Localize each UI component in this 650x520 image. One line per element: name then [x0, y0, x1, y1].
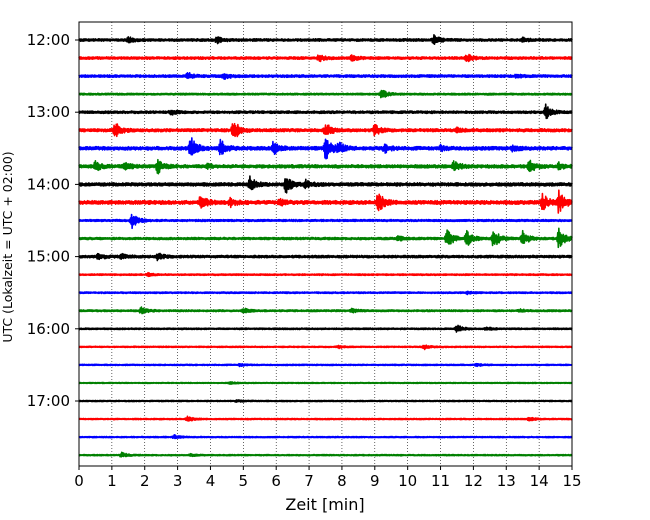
- x-tick-label: 12: [464, 472, 483, 490]
- trace-1730: [78, 433, 573, 440]
- x-tick-label: 4: [206, 472, 216, 490]
- trace-1500: [78, 252, 573, 262]
- y-tick-label: 13:00: [27, 103, 70, 121]
- trace-1415: [78, 189, 573, 214]
- x-tick-label: 0: [74, 472, 84, 490]
- x-axis-ticks: 0 1 2 3 4 5 6 7 8 9 10 11 12 13 14 15: [74, 466, 582, 490]
- x-tick-label: 2: [140, 472, 150, 490]
- plot-frame: [78, 21, 573, 467]
- trace-1615: [78, 344, 573, 351]
- y-tick-label: 12:00: [27, 31, 70, 49]
- x-tick-label: 11: [431, 472, 450, 490]
- x-tick-label: 1: [107, 472, 117, 490]
- trace-1200: [78, 34, 573, 46]
- y-tick-label: 15:00: [27, 248, 70, 266]
- x-tick-label: 15: [562, 472, 581, 490]
- trace-1245: [78, 89, 573, 99]
- trace-1645: [78, 381, 573, 385]
- y-axis-label: UTC (Lokalzeit = UTC + 02:00): [0, 151, 15, 342]
- y-axis-ticks: 12:00 13:00 14:00 15:00 16:00 17:00: [27, 31, 79, 410]
- trace-1530: [78, 290, 573, 296]
- trace-1230: [78, 71, 573, 80]
- x-tick-label: 8: [337, 472, 347, 490]
- trace-1430: [78, 213, 573, 230]
- x-tick-label: 6: [271, 472, 281, 490]
- trace-1545: [78, 306, 573, 315]
- trace-1300: [78, 103, 573, 120]
- y-tick-label: 14:00: [27, 175, 70, 193]
- y-tick-label: 16:00: [27, 320, 70, 338]
- x-tick-label: 7: [304, 472, 314, 490]
- trace-1515: [78, 271, 573, 278]
- x-tick-label: 13: [497, 472, 516, 490]
- seismogram-traces: [78, 34, 573, 458]
- trace-1315: [78, 122, 573, 138]
- trace-1330: [78, 137, 573, 160]
- x-tick-label: 10: [398, 472, 417, 490]
- trace-1445: [78, 227, 573, 249]
- trace-1400: [78, 175, 573, 194]
- trace-1715: [78, 415, 573, 422]
- trace-1630: [78, 362, 573, 368]
- trace-1745: [78, 451, 573, 458]
- trace-1600: [78, 324, 573, 333]
- plot-area: [79, 22, 572, 466]
- trace-1700: [78, 399, 573, 403]
- vertical-gridlines: [111, 22, 540, 466]
- x-axis-label: Zeit [min]: [285, 495, 364, 514]
- trace-1215: [78, 53, 573, 63]
- x-tick-label: 5: [239, 472, 249, 490]
- x-tick-label: 3: [173, 472, 183, 490]
- x-tick-label: 14: [530, 472, 549, 490]
- y-tick-label: 17:00: [27, 392, 70, 410]
- trace-1345: [78, 158, 573, 175]
- x-tick-label: 9: [370, 472, 380, 490]
